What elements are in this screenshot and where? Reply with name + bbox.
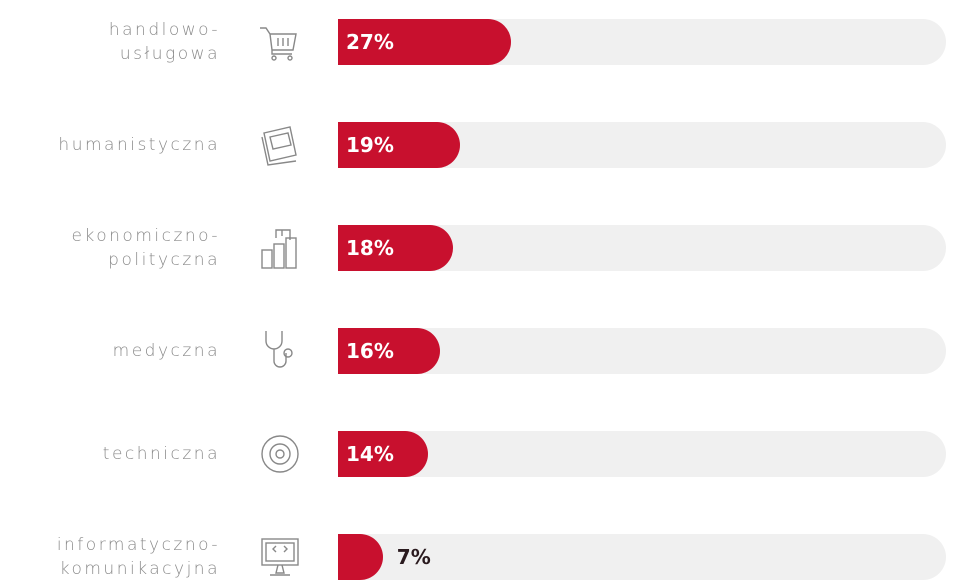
- value-label: 16%: [346, 339, 394, 363]
- bar: [338, 431, 428, 477]
- value-label: 18%: [346, 236, 394, 260]
- bar-track: [338, 534, 946, 580]
- stethoscope-icon: [265, 331, 293, 368]
- bar: [338, 122, 460, 168]
- value-label: 27%: [346, 30, 394, 54]
- value-label: 7%: [396, 545, 431, 569]
- category-label: humanistyczna: [58, 135, 220, 155]
- bar-track: [338, 431, 946, 477]
- bar: [338, 534, 383, 580]
- cart-icon: [260, 27, 297, 61]
- bar: [338, 19, 511, 65]
- category-label: techniczna: [102, 444, 220, 464]
- book-icon: [261, 126, 297, 166]
- value-label: 14%: [346, 442, 394, 466]
- gear-icon: [261, 435, 299, 473]
- monitor-icon: [261, 538, 299, 576]
- category-label: handlowo- usługowa: [108, 20, 220, 64]
- icons: [260, 27, 299, 576]
- bar: [338, 328, 441, 374]
- category-label: informatyczno- komunikacyjna: [56, 535, 220, 579]
- category-label: ekonomiczno- polityczna: [71, 226, 220, 270]
- category-label: medyczna: [112, 341, 220, 361]
- value-label: 19%: [346, 133, 394, 157]
- coins-icon: [261, 229, 297, 269]
- bar: [338, 225, 454, 271]
